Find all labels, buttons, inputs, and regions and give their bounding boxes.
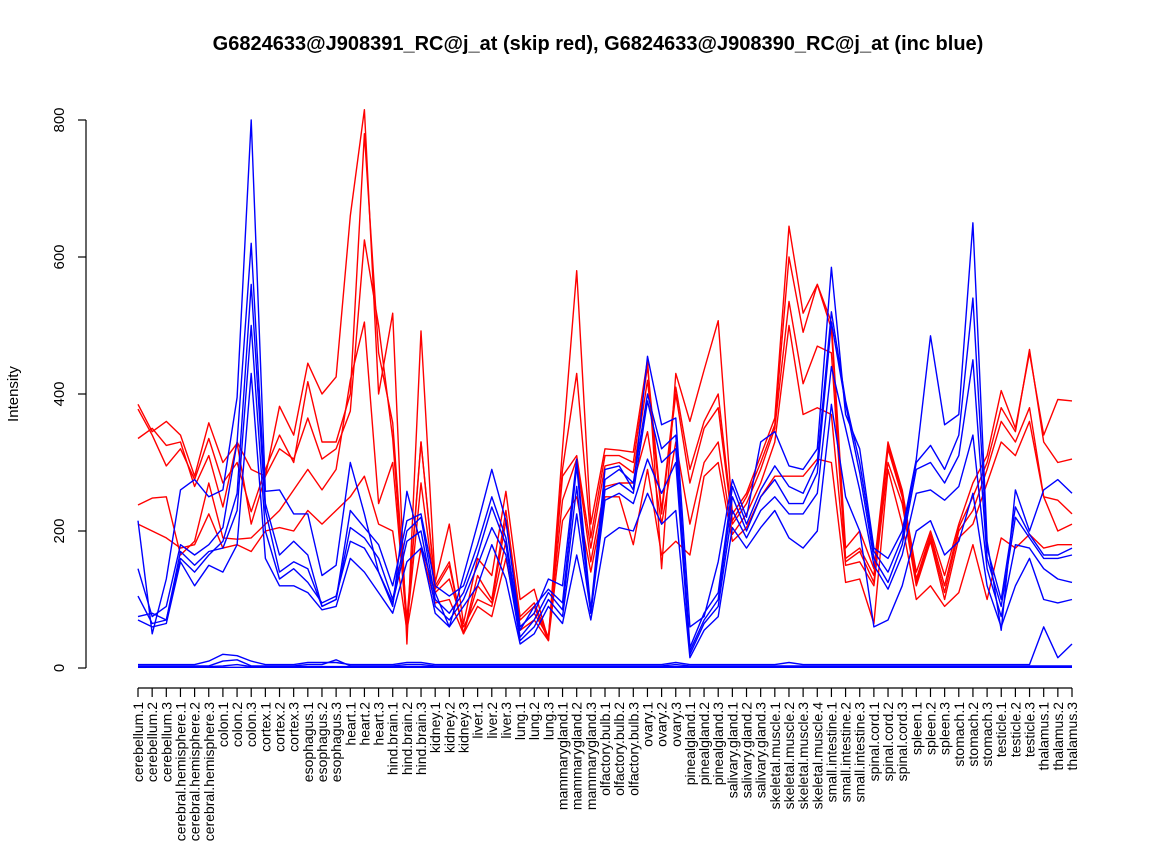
x-tick-label: liver.2 — [484, 702, 500, 739]
series-line-2 — [137, 132, 1073, 638]
x-tick-label: mammarygland.1 — [555, 702, 571, 810]
x-tick-label: skeletal.muscle.3 — [795, 702, 811, 810]
y-tick-label: 200 — [51, 518, 68, 543]
x-tick-label: cerebral.hemisphere.3 — [201, 702, 217, 842]
x-tick-label: cerebellum.1 — [130, 702, 146, 782]
series-line-4 — [137, 321, 1073, 638]
x-tick-label: lung.1 — [512, 702, 528, 740]
x-tick-label: small.intestine.2 — [838, 702, 854, 803]
x-tick-label: ovary.3 — [668, 702, 684, 747]
x-tick-label: testicle.1 — [993, 702, 1009, 757]
x-tick-label: liver.1 — [470, 702, 486, 739]
y-tick-label: 600 — [51, 244, 68, 269]
x-tick-label: spleen.2 — [922, 702, 938, 755]
series-line-9 — [137, 324, 1073, 655]
x-tick-label: spinal.cord.3 — [894, 702, 910, 782]
x-tick-label: stomach.1 — [951, 702, 967, 767]
y-axis-label: Intensity — [5, 366, 22, 422]
x-tick-label: salivary.gland.1 — [724, 702, 740, 798]
x-tick-label: cerebellum.3 — [158, 702, 174, 782]
x-tick-label: salivary.gland.2 — [739, 702, 755, 798]
x-tick-label: olfactory.bulb.1 — [597, 702, 613, 796]
x-tick-label: thalamus.3 — [1064, 702, 1080, 771]
x-tick-label: lung.3 — [540, 702, 556, 740]
series-line-6 — [137, 119, 1073, 635]
x-tick-label: colon.3 — [243, 702, 259, 747]
x-tick-label: testicle.3 — [1022, 702, 1038, 757]
x-tick-label: pinealgland.2 — [696, 702, 712, 786]
x-axis: cerebellum.1cerebellum.2cerebellum.3cere… — [130, 687, 1080, 842]
x-tick-label: pinealgland.3 — [710, 702, 726, 786]
x-tick-label: hind.brain.1 — [385, 702, 401, 775]
x-tick-label: thalamus.1 — [1036, 702, 1052, 771]
y-axis: 0 200 400 600 800 — [51, 107, 87, 672]
x-tick-label: small.intestine.1 — [823, 702, 839, 803]
x-tick-label: colon.1 — [215, 702, 231, 747]
y-tick-label: 400 — [51, 381, 68, 406]
x-tick-label: mammarygland.3 — [583, 702, 599, 810]
x-tick-label: ovary.1 — [639, 702, 655, 747]
x-tick-label: kidney.3 — [455, 702, 471, 753]
x-tick-label: skeletal.muscle.2 — [781, 702, 797, 810]
x-tick-label: heart.3 — [371, 702, 387, 746]
series-line-10 — [137, 372, 1073, 659]
x-tick-label: stomach.2 — [965, 702, 981, 767]
x-tick-label: hind.brain.2 — [399, 702, 415, 775]
x-tick-label: pinealgland.1 — [682, 702, 698, 786]
x-tick-label: cortex.2 — [272, 702, 288, 752]
x-tick-label: thalamus.2 — [1050, 702, 1066, 771]
x-tick-label: mammarygland.2 — [569, 702, 585, 810]
x-tick-label: spinal.cord.1 — [866, 702, 882, 782]
x-tick-label: cortex.3 — [286, 702, 302, 752]
x-tick-label: cortex.1 — [257, 702, 273, 752]
x-tick-label: skeletal.muscle.4 — [809, 702, 825, 810]
x-tick-label: esophagus.1 — [300, 702, 316, 782]
x-tick-label: skeletal.muscle.1 — [767, 702, 783, 810]
y-tick-label: 0 — [51, 664, 68, 672]
series-line-7 — [137, 242, 1073, 649]
x-tick-label: lung.2 — [526, 702, 542, 740]
x-tick-label: colon.2 — [229, 702, 245, 747]
series-line-8 — [137, 283, 1073, 652]
x-tick-label: liver.3 — [498, 702, 514, 739]
series-line-11 — [138, 626, 1073, 666]
series-layer — [137, 108, 1073, 668]
series-line-5 — [137, 458, 1072, 642]
x-tick-label: olfactory.bulb.2 — [611, 702, 627, 796]
x-tick-label: spinal.cord.2 — [880, 702, 896, 782]
x-tick-label: cerebellum.2 — [144, 702, 160, 782]
x-tick-label: esophagus.2 — [314, 702, 330, 782]
x-tick-label: stomach.3 — [979, 702, 995, 767]
x-tick-label: kidney.1 — [427, 702, 443, 753]
x-tick-label: heart.1 — [342, 702, 358, 746]
x-tick-label: small.intestine.3 — [852, 702, 868, 803]
x-tick-label: spleen.3 — [937, 702, 953, 755]
series-line-1 — [137, 108, 1073, 645]
x-tick-label: ovary.2 — [654, 702, 670, 747]
x-tick-label: heart.2 — [356, 702, 372, 746]
x-tick-label: hind.brain.3 — [413, 702, 429, 775]
x-tick-label: cerebral.hemisphere.2 — [187, 702, 203, 842]
x-tick-label: spleen.1 — [908, 702, 924, 755]
y-tick-label: 800 — [51, 107, 68, 132]
x-tick-label: esophagus.3 — [328, 702, 344, 782]
x-tick-label: testicle.2 — [1007, 702, 1023, 757]
x-tick-label: kidney.2 — [441, 702, 457, 753]
x-tick-label: cerebral.hemisphere.1 — [172, 702, 188, 842]
x-tick-label: olfactory.bulb.3 — [625, 702, 641, 796]
x-tick-label: salivary.gland.3 — [753, 702, 769, 798]
chart-title: G6824633@J908391_RC@j_at (skip red), G68… — [213, 33, 984, 55]
